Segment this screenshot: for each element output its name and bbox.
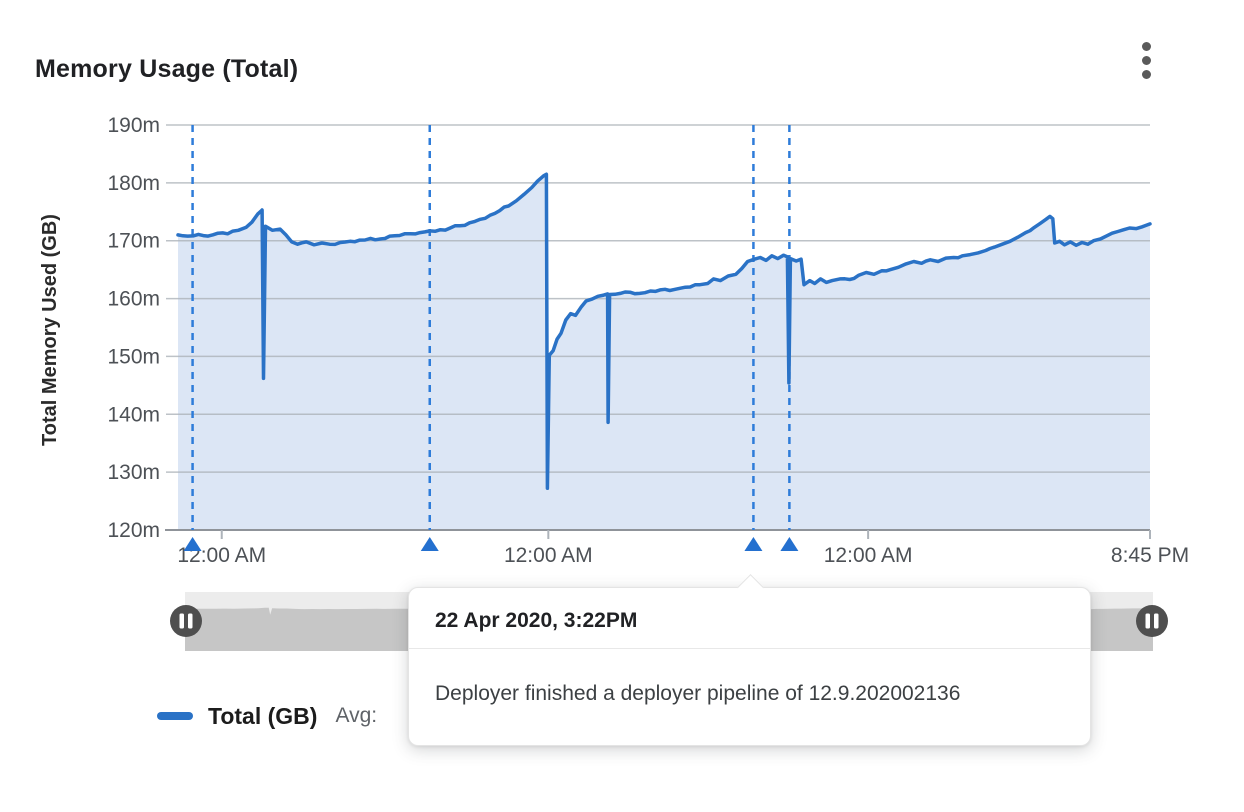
x-tick-label: 12:00 AM <box>504 544 593 567</box>
y-tick-label: 170m <box>107 230 160 253</box>
area-fill <box>178 174 1150 530</box>
annotation-marker[interactable] <box>780 537 799 551</box>
legend: Total (GB) Avg: <box>157 698 377 734</box>
y-tick-label: 190m <box>107 114 160 137</box>
kebab-menu-icon <box>1141 55 1151 65</box>
y-tick-label: 160m <box>107 288 160 311</box>
y-tick-label: 150m <box>107 345 160 368</box>
annotation-tooltip: 22 Apr 2020, 3:22PM Deployer finished a … <box>408 574 1091 746</box>
y-tick-label: 130m <box>107 461 160 484</box>
tooltip-message: Deployer finished a deployer pipeline of… <box>435 682 961 705</box>
pause-handle-icon <box>1145 613 1150 629</box>
annotation-marker[interactable] <box>420 537 439 551</box>
chart-title: Memory Usage (Total) <box>35 54 299 83</box>
y-tick-label: 120m <box>107 519 160 542</box>
tooltip-timestamp: 22 Apr 2020, 3:22PM <box>409 588 1090 649</box>
brush-left-handle[interactable] <box>170 605 202 637</box>
kebab-menu-icon <box>1141 41 1151 51</box>
kebab-menu-button[interactable] <box>1131 36 1161 84</box>
pause-handle-icon <box>179 613 184 629</box>
annotation-marker[interactable] <box>744 537 763 551</box>
legend-swatch <box>157 712 193 720</box>
legend-avg-label: Avg: <box>335 704 378 727</box>
y-tick-label: 140m <box>107 403 160 426</box>
pause-handle-icon <box>188 613 193 629</box>
pause-handle-icon <box>1154 613 1159 629</box>
total-line[interactable] <box>176 172 1152 491</box>
x-tick-label: 12:00 AM <box>824 544 913 567</box>
annotation-marker[interactable] <box>183 537 202 551</box>
y-axis-title: Total Memory Used (GB) <box>39 214 61 446</box>
memory-usage-chart[interactable]: 190m 180m 170m 160m 150m 140m 130m 120m 12:00 AM… <box>0 0 1244 580</box>
x-tick-label: 8:45 PM <box>1111 544 1189 567</box>
y-tick-label: 180m <box>107 172 160 195</box>
brush-right-handle[interactable] <box>1136 605 1168 637</box>
legend-series-label[interactable]: Total (GB) <box>208 702 318 729</box>
kebab-menu-icon <box>1141 69 1151 79</box>
